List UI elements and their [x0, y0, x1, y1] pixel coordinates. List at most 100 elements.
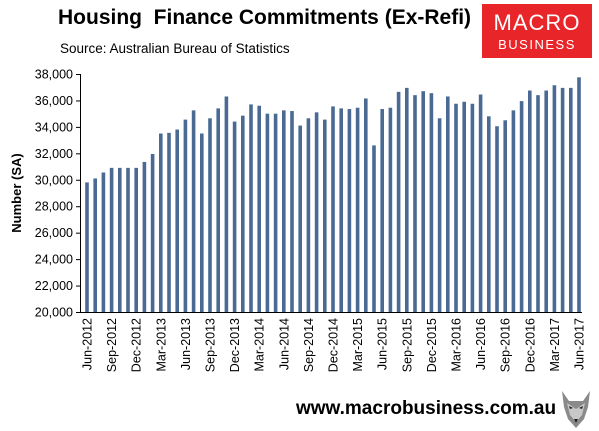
- bar-Aug-2013: [200, 133, 204, 312]
- y-tick-label: 30,000: [35, 173, 73, 187]
- bar-Jul-2014: [290, 111, 294, 313]
- chart-subtitle: Source: Australian Bureau of Statistics: [60, 41, 290, 56]
- x-tick-label: Sep-2016: [499, 318, 513, 372]
- x-tick-label: Sep-2014: [302, 318, 316, 372]
- y-tick-label: 24,000: [35, 253, 73, 267]
- bar-Oct-2016: [511, 110, 516, 312]
- y-tick-label: 34,000: [35, 120, 73, 134]
- macrobusiness-logo: MACRO BUSINESS: [482, 4, 592, 58]
- bar-May-2017: [569, 87, 573, 312]
- x-tick-label: Dec-2016: [523, 318, 537, 372]
- bar-Sep-2016: [503, 120, 507, 312]
- bar-Jun-2017: [577, 77, 581, 312]
- x-tick-label: Dec-2014: [327, 318, 341, 372]
- logo-text-macro: MACRO: [493, 10, 581, 35]
- bar-Sep-2015: [405, 87, 409, 312]
- x-tick-label: Mar-2016: [450, 318, 464, 372]
- x-tick-labels: Jun-2012 Sep-2012 Dec-2012 Mar-2013 Jun-2013…: [81, 318, 587, 372]
- x-tick-label: Dec-2012: [130, 318, 144, 372]
- y-axis-label: Number (SA): [9, 153, 24, 232]
- bar-Apr-2013: [167, 132, 171, 312]
- y-tick-label: 20,000: [35, 306, 73, 320]
- chart-axes: [76, 74, 582, 313]
- bar-Aug-2012: [101, 172, 106, 312]
- bar-Dec-2014: [331, 106, 335, 312]
- bar-Feb-2016: [446, 96, 450, 312]
- bar-Sep-2013: [208, 118, 212, 312]
- bar-series: [85, 77, 581, 313]
- chart-title: Housing Finance Commitments (Ex-Refi): [58, 6, 472, 29]
- bar-Sep-2014: [306, 118, 311, 312]
- y-tick-label: 28,000: [35, 200, 73, 214]
- bar-May-2015: [372, 145, 376, 312]
- x-tick-label: Jun-2014: [277, 318, 291, 370]
- bar-Sep-2012: [109, 167, 114, 312]
- bar-Oct-2013: [216, 108, 220, 312]
- wolf-head-icon: [562, 391, 590, 428]
- bar-Feb-2015: [347, 109, 352, 312]
- y-tick-label: 22,000: [35, 279, 73, 293]
- bar-Jun-2014: [282, 110, 286, 312]
- bar-Feb-2013: [150, 153, 155, 312]
- bar-Nov-2016: [519, 101, 524, 312]
- y-tick-labels: 20,000 22,000 24,000 26,000 28,000 30,000 32,0…: [35, 68, 73, 320]
- x-tick-label: Mar-2014: [253, 318, 267, 372]
- x-tick-label: Jun-2017: [573, 318, 587, 370]
- x-tick-label: Mar-2013: [154, 318, 168, 372]
- bar-Dec-2015: [429, 93, 434, 312]
- bar-Aug-2016: [495, 126, 499, 312]
- x-tick-label: Jun-2013: [179, 318, 193, 370]
- x-tick-label: Mar-2015: [351, 318, 365, 372]
- x-tick-label: Jun-2016: [474, 318, 488, 370]
- bar-May-2014: [273, 113, 278, 312]
- bar-Nov-2012: [126, 167, 130, 312]
- x-tick-label: Jun-2012: [81, 318, 95, 370]
- bar-Jul-2015: [388, 107, 393, 312]
- x-tick-label: Dec-2013: [228, 318, 242, 372]
- x-tick-label: Sep-2013: [204, 318, 218, 372]
- x-tick-label: Sep-2015: [400, 318, 414, 372]
- bar-Jul-2013: [191, 110, 196, 312]
- bar-Jun-2012: [85, 182, 89, 312]
- bar-Jul-2016: [487, 116, 491, 312]
- bar-Oct-2014: [314, 112, 319, 312]
- bar-Oct-2015: [413, 95, 417, 312]
- bar-Mar-2016: [454, 103, 458, 312]
- bar-Dec-2012: [134, 167, 138, 312]
- bar-May-2013: [175, 129, 179, 312]
- x-tick-label: Mar-2017: [548, 318, 562, 372]
- bar-Apr-2015: [364, 98, 368, 313]
- bar-Jan-2014: [241, 115, 245, 313]
- bar-Feb-2017: [544, 90, 548, 312]
- bar-Oct-2012: [118, 167, 122, 312]
- y-tick-label: 32,000: [35, 147, 73, 161]
- bar-Apr-2017: [560, 87, 565, 312]
- x-tick-label: Dec-2015: [425, 318, 439, 372]
- bar-Nov-2014: [323, 119, 327, 313]
- logo-text-business: BUSINESS: [498, 37, 576, 52]
- bar-May-2016: [470, 103, 475, 312]
- bar-Mar-2014: [257, 105, 261, 312]
- bar-Aug-2015: [396, 91, 401, 312]
- bar-Apr-2016: [462, 101, 466, 313]
- bar-Feb-2014: [249, 104, 253, 312]
- bar-Jan-2013: [142, 161, 147, 312]
- bar-Mar-2017: [552, 85, 557, 313]
- x-tick-label: Jun-2015: [376, 318, 390, 370]
- bar-Nov-2015: [421, 91, 425, 312]
- y-tick-label: 36,000: [35, 94, 73, 108]
- website-url: www.macrobusiness.com.au: [296, 398, 557, 419]
- bar-Jul-2012: [93, 178, 97, 312]
- bar-Jun-2013: [183, 119, 188, 313]
- bar-Nov-2013: [224, 96, 229, 312]
- bar-Apr-2014: [265, 113, 270, 312]
- bar-Mar-2015: [355, 107, 360, 312]
- bar-Aug-2014: [298, 125, 302, 312]
- bar-Jan-2015: [339, 108, 343, 312]
- bar-Jun-2016: [478, 94, 483, 313]
- y-tick-label: 38,000: [35, 68, 73, 82]
- y-tick-label: 26,000: [35, 226, 73, 240]
- bar-Dec-2016: [528, 90, 532, 312]
- x-tick-label: Sep-2012: [105, 318, 119, 372]
